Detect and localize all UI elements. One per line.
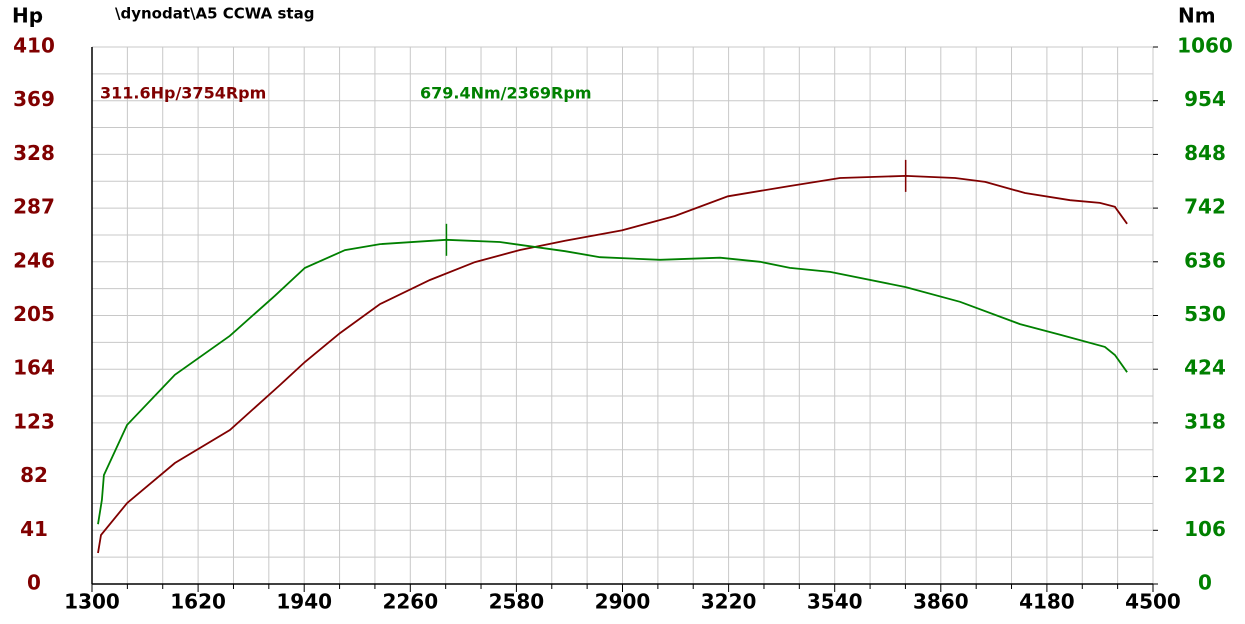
y-tick-label: 164 — [13, 356, 55, 380]
y-tick-label: 82 — [20, 463, 48, 487]
y2-axis-label: Nm — [1178, 4, 1216, 28]
y2-tick-label: 530 — [1184, 302, 1226, 326]
y-tick-label: 41 — [20, 517, 48, 541]
peak-label: 679.4Nm/2369Rpm — [420, 84, 592, 103]
x-tick-label: 2260 — [382, 590, 438, 614]
y2-tick-label: 0 — [1198, 571, 1212, 595]
x-tick-label: 4180 — [1019, 590, 1075, 614]
y2-tick-label: 106 — [1184, 517, 1226, 541]
y-tick-label: 246 — [13, 248, 55, 272]
y2-tick-label: 1060 — [1177, 34, 1233, 58]
y-tick-label: 369 — [13, 87, 55, 111]
y2-tick-label: 212 — [1184, 463, 1226, 487]
x-tick-label: 1300 — [64, 590, 120, 614]
peak-label: 311.6Hp/3754Rpm — [100, 84, 266, 103]
series-line — [97, 174, 1128, 554]
y2-tick-label: 318 — [1184, 409, 1226, 433]
y-tick-label: 205 — [13, 302, 55, 326]
chart-title: \dynodat\A5 CCWA stag — [115, 5, 314, 23]
x-tick-label: 1620 — [170, 590, 226, 614]
y-tick-label: 0 — [27, 571, 41, 595]
y2-tick-label: 636 — [1184, 248, 1226, 272]
y-tick-label: 328 — [13, 141, 55, 165]
y-axis-label: Hp — [12, 4, 43, 28]
y2-tick-label: 424 — [1184, 356, 1226, 380]
x-tick-label: 4500 — [1125, 590, 1181, 614]
y2-tick-label: 848 — [1184, 141, 1226, 165]
y-tick-label: 123 — [13, 409, 55, 433]
y2-tick-label: 742 — [1184, 195, 1226, 219]
x-tick-label: 1940 — [276, 590, 332, 614]
x-tick-label: 3860 — [913, 590, 969, 614]
x-tick-label: 2900 — [595, 590, 651, 614]
series-line — [97, 238, 1128, 525]
y-tick-label: 410 — [13, 34, 55, 58]
y-tick-label: 287 — [13, 195, 55, 219]
y2-tick-label: 954 — [1184, 87, 1226, 111]
x-tick-label: 2580 — [489, 590, 545, 614]
x-tick-label: 3540 — [807, 590, 863, 614]
x-tick-label: 3220 — [701, 590, 757, 614]
